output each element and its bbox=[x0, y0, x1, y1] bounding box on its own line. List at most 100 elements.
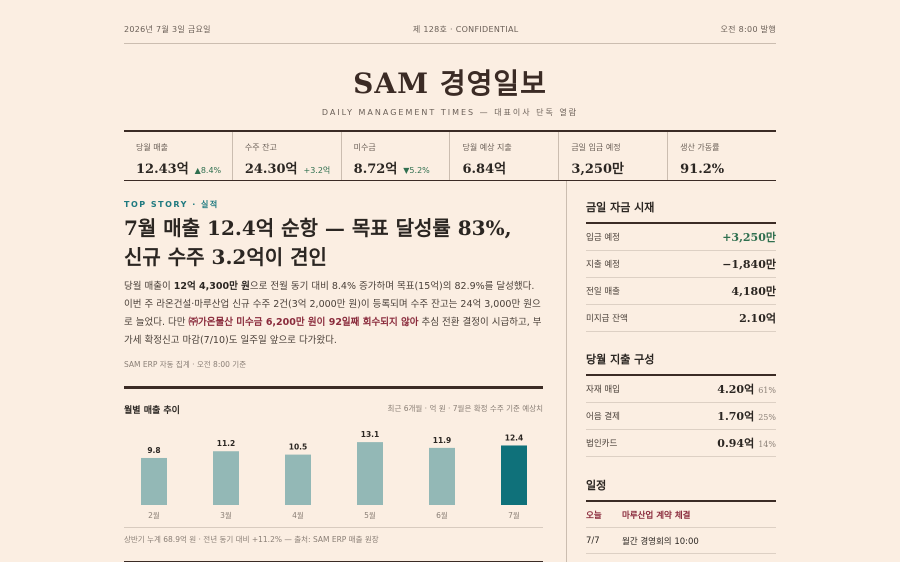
story-headline[interactable]: 7월 매출 12.4억 순항 — 목표 달성률 83%, 신규 수주 3.2억이… bbox=[124, 214, 554, 272]
cash-value: 4,180만 bbox=[731, 285, 776, 298]
spend-label: 어음 결제 bbox=[586, 412, 620, 422]
bar-4월[interactable] bbox=[285, 454, 311, 505]
body-highlight: 12억 4,300만 원 bbox=[173, 281, 250, 292]
kpi-order-backlog[interactable]: 수주 잔고 24.30억 +3.2억 bbox=[233, 132, 342, 180]
x-tick-label: 6월 bbox=[436, 510, 448, 520]
kpi-incoming-today[interactable]: 금일 입금 예정 3,250만 bbox=[559, 132, 669, 180]
x-tick-label: 3월 bbox=[220, 510, 232, 520]
kpi-delta: +3.2억 bbox=[303, 166, 331, 175]
data-label: 12.4 bbox=[505, 433, 524, 442]
headline-line: 신규 수주 3.2억이 견인 bbox=[124, 245, 327, 269]
schedule-date: 오늘 bbox=[586, 510, 602, 521]
revenue-chart: 월별 매출 추이 최근 6개월 · 억 원 · 7월은 확정 수주 기준 예상치… bbox=[124, 386, 543, 562]
body-text: 추심 전환 결정이 시급하고, 부가세 확정신고 마감(7/10)도 일주일 앞… bbox=[124, 317, 542, 346]
story-source: SAM ERP 자동 집계 · 오전 8:00 기준 bbox=[124, 360, 247, 369]
cash-label: 지출 예정 bbox=[586, 260, 620, 270]
masthead-tagline: DAILY MANAGEMENT TIMES — 대표이사 단독 열람 bbox=[321, 108, 579, 117]
issue-date: 2026년 7월 3일 금요일 bbox=[124, 25, 211, 34]
data-label: 11.9 bbox=[433, 436, 452, 445]
chart-plot: 9.8 2월 11.2 3월 10.5 4월 13.1 5월 11.9 6월 12.4 7월 bbox=[141, 430, 527, 520]
x-tick-label: 7월 bbox=[508, 510, 520, 520]
chart-title: 월별 매출 추이 bbox=[124, 406, 180, 416]
kpi-utilization[interactable]: 생산 가동률 91.2% bbox=[668, 132, 776, 180]
bar-6월[interactable] bbox=[429, 447, 455, 505]
chart-footnote: 상반기 누계 68.9억 원 · 전년 동기 대비 +11.2% — 출처: S… bbox=[124, 535, 379, 544]
cash-row[interactable]: 전일 매출 4,180만 bbox=[586, 278, 776, 305]
kpi-value: 24.30억 bbox=[244, 162, 298, 177]
cash-value: −1,840만 bbox=[722, 258, 776, 271]
spend-row[interactable]: 어음 결제 1.70억 25% bbox=[586, 403, 776, 430]
cash-panel-title: 금일 자금 시재 bbox=[586, 199, 776, 224]
data-label: 11.2 bbox=[217, 439, 236, 448]
kpi-label: 생산 가동률 bbox=[680, 143, 720, 152]
kpi-label: 당월 매출 bbox=[136, 143, 168, 152]
spend-pct: 25% bbox=[758, 413, 776, 422]
kpi-value: 12.43억 bbox=[136, 162, 189, 177]
cash-label: 전일 매출 bbox=[586, 287, 620, 297]
schedule-text: 마루산업 계약 체결 bbox=[622, 510, 691, 521]
spend-row[interactable]: 법인카드 0.94억 14% bbox=[586, 430, 776, 457]
data-label: 10.5 bbox=[289, 443, 308, 452]
spend-value: 4.20억 bbox=[717, 383, 755, 396]
spend-panel-title: 당월 지출 구성 bbox=[586, 351, 776, 376]
spend-label: 자재 매입 bbox=[586, 385, 620, 395]
body-alert: ㈜가온물산 미수금 6,200만 원이 92일째 회수되지 않아 bbox=[188, 317, 419, 328]
headline-line: 7월 매출 12.4억 순항 — 목표 달성률 83%, bbox=[124, 216, 512, 240]
cash-label: 미지급 잔액 bbox=[586, 314, 628, 324]
spend-value: 1.70억 bbox=[717, 410, 755, 423]
schedule-panel-title: 일정 bbox=[586, 477, 776, 502]
bar-7월[interactable] bbox=[501, 445, 527, 505]
top-divider bbox=[124, 43, 776, 44]
spend-row[interactable]: 자재 매입 4.20억 61% bbox=[586, 376, 776, 403]
x-tick-label: 4월 bbox=[292, 510, 304, 520]
data-label: 13.1 bbox=[361, 430, 380, 439]
masthead-title: SAM 경영일보 bbox=[353, 67, 547, 100]
x-tick-label: 5월 bbox=[364, 510, 376, 520]
publish-time: 오전 8:00 발행 bbox=[720, 25, 776, 34]
cash-value: +3,250만 bbox=[722, 231, 776, 244]
schedule-row[interactable]: 7/7 월간 경영회의 10:00 bbox=[586, 528, 776, 554]
body-text: 당월 매출이 bbox=[124, 281, 174, 292]
spend-panel: 당월 지출 구성 자재 매입 4.20억 61% 어음 결제 1.70억 25% 법… bbox=[586, 351, 776, 457]
kpi-monthly-revenue[interactable]: 당월 매출 12.43억 ▲8.4% bbox=[124, 132, 233, 180]
cash-row[interactable]: 미지급 잔액 2.10억 bbox=[586, 305, 776, 332]
kpi-value: 8.72억 bbox=[353, 162, 398, 177]
kpi-value: 3,250만 bbox=[571, 162, 624, 177]
data-label: 9.8 bbox=[147, 446, 160, 455]
spend-label: 법인카드 bbox=[586, 439, 618, 449]
cash-row[interactable]: 지출 예정 −1,840만 bbox=[586, 251, 776, 278]
cash-panel: 금일 자금 시재 입금 예정 +3,250만 지출 예정 −1,840만 전일 … bbox=[586, 199, 776, 332]
spend-pct: 61% bbox=[758, 386, 776, 395]
kpi-label: 금일 입금 예정 bbox=[571, 143, 621, 152]
kpi-value: 6.84억 bbox=[462, 162, 507, 177]
schedule-text: 월간 경영회의 10:00 bbox=[622, 536, 699, 547]
cash-label: 입금 예정 bbox=[586, 233, 620, 243]
cash-row[interactable]: 입금 예정 +3,250만 bbox=[586, 224, 776, 251]
kpi-value: 91.2% bbox=[680, 162, 725, 177]
kpi-label: 미수금 bbox=[353, 143, 376, 152]
kpi-label: 당월 예상 지출 bbox=[462, 143, 512, 152]
cash-value: 2.10억 bbox=[739, 312, 776, 325]
column-divider bbox=[566, 181, 567, 562]
chart-subtitle: 최근 6개월 · 억 원 · 7월은 확정 수주 기준 예상치 bbox=[387, 404, 543, 413]
story-kicker: TOP STORY · 실적 bbox=[124, 200, 219, 209]
bar-2월[interactable] bbox=[141, 457, 167, 505]
schedule-row[interactable]: 오늘 마루산업 계약 체결 bbox=[586, 502, 776, 528]
spend-pct: 14% bbox=[758, 440, 776, 449]
bar-3월[interactable] bbox=[213, 451, 239, 505]
schedule-date: 7/7 bbox=[586, 535, 600, 546]
kpi-expected-spend[interactable]: 당월 예상 지출 6.84억 bbox=[450, 132, 560, 180]
kpi-delta: ▼5.2% bbox=[403, 166, 430, 175]
kpi-receivables[interactable]: 미수금 8.72억 ▼5.2% bbox=[342, 132, 451, 180]
kpi-strip: 당월 매출 12.43억 ▲8.4% 수주 잔고 24.30억 +3.2억 미수금 … bbox=[124, 130, 776, 181]
story-body: 당월 매출이 12억 4,300만 원으로 전월 동기 대비 8.4% 증가하며… bbox=[124, 278, 544, 350]
spend-value: 0.94억 bbox=[717, 437, 755, 450]
body-text: 으로 전월 동기 대비 8.4% 증가하며 목표(15억)의 82.9%를 달성… bbox=[124, 281, 541, 328]
x-tick-label: 2월 bbox=[148, 510, 160, 520]
kpi-label: 수주 잔고 bbox=[244, 143, 277, 152]
kpi-delta: ▲8.4% bbox=[194, 166, 222, 175]
schedule-panel: 일정 오늘 마루산업 계약 체결 7/7 월간 경영회의 10:00 bbox=[586, 477, 776, 554]
bar-5월[interactable] bbox=[357, 442, 383, 505]
issue-number: 제 128호 · CONFIDENTIAL bbox=[412, 25, 519, 34]
chart-divider bbox=[124, 527, 543, 528]
